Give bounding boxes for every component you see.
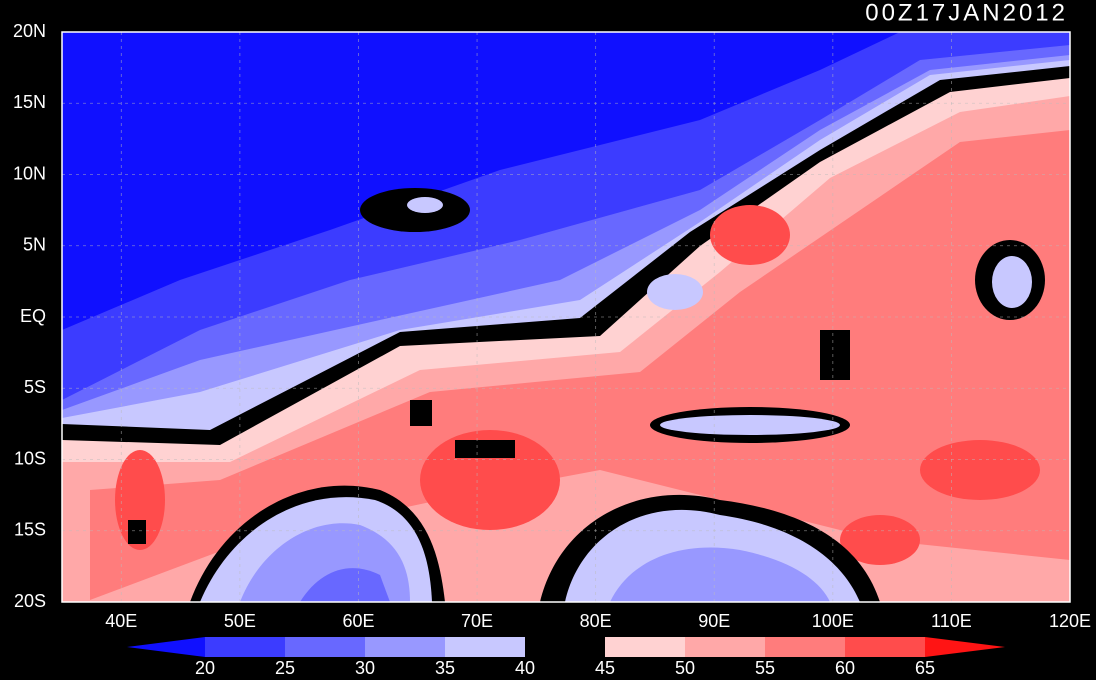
lon-label: 90E [698, 611, 730, 631]
colorbar-box [445, 637, 525, 657]
colorbar-box [605, 637, 685, 657]
colorbar-box [765, 637, 845, 657]
lon-label: 80E [580, 611, 612, 631]
colorbar-label: 40 [515, 658, 535, 678]
colorbar-label: 55 [755, 658, 775, 678]
graticule [62, 32, 1070, 602]
colorbar-box [525, 637, 605, 657]
lat-label: 10S [14, 448, 46, 468]
colorbar-under [127, 637, 205, 657]
lon-label: 70E [461, 611, 493, 631]
valid-time: 00Z17JAN2012 [865, 0, 1068, 26]
colorbar-label: 25 [275, 658, 295, 678]
colorbar-over [925, 637, 1005, 657]
colorbar-box [205, 637, 285, 657]
shaded-field [62, 32, 1070, 602]
colorbar-label: 50 [675, 658, 695, 678]
colorbar-label: 35 [435, 658, 455, 678]
colorbar-label: 45 [595, 658, 615, 678]
lat-label: 15N [13, 92, 46, 112]
colorbar-label: 60 [835, 658, 855, 678]
lat-label: 20S [14, 591, 46, 611]
lat-label: EQ [20, 306, 46, 326]
lat-label: 20N [13, 21, 46, 41]
lat-label: 5N [23, 235, 46, 255]
lat-label: 10N [13, 163, 46, 183]
colorbar-box [365, 637, 445, 657]
lat-label: 15S [14, 520, 46, 540]
colorbar-box [685, 637, 765, 657]
lon-label: 40E [105, 611, 137, 631]
colorbar-label: 20 [195, 658, 215, 678]
colorbar-box [285, 637, 365, 657]
lon-label: 110E [931, 611, 972, 631]
map-frame [61, 31, 1071, 603]
lon-label: 50E [224, 611, 256, 631]
lat-label: 5S [24, 377, 46, 397]
colorbar-label: 30 [355, 658, 375, 678]
colorbar-box [845, 637, 925, 657]
lon-label: 120E [1049, 611, 1091, 631]
lon-label: 60E [342, 611, 374, 631]
colorbar-label: 65 [915, 658, 935, 678]
lon-label: 100E [812, 611, 854, 631]
